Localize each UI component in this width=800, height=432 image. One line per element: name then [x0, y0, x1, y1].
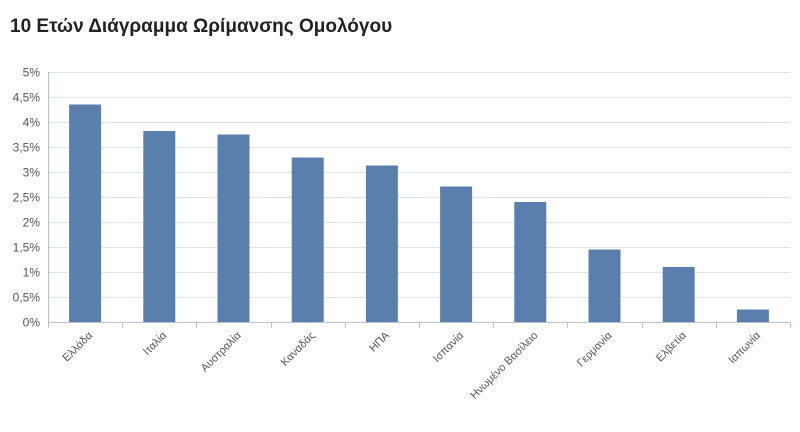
y-tick-label: 1% [23, 266, 41, 280]
bar [143, 131, 176, 322]
x-tick-label: Ισπανία [431, 329, 467, 365]
bar [291, 157, 324, 322]
x-tick-label: Ιαπωνία [726, 329, 763, 366]
y-tick-label: 0,5% [13, 291, 41, 305]
x-tick-label: Ελβετία [654, 329, 689, 364]
y-tick-labels: 0% 0,5% 1% 1,5% 2% 2,5% 3% 3,5% 4% 4,5% 5% [13, 66, 41, 330]
x-tick-labels: Ελλάδα Ιταλία Αυστραλία Καναδάς ΗΠΑ Ισπανία Ην… [61, 329, 764, 401]
bar [69, 104, 102, 322]
bar [440, 186, 473, 322]
axes [48, 72, 791, 328]
y-tick-label: 5% [23, 66, 41, 80]
chart-title: 10 Ετών Διάγραμμα Ωρίμανσης Ομολόγου [10, 16, 393, 37]
y-tick-label: 3% [23, 166, 41, 180]
y-tick-label: 4,5% [13, 91, 41, 105]
y-tick-label: 0% [23, 316, 41, 330]
y-tick-label: 2,5% [13, 191, 41, 205]
y-tick-label: 4% [23, 116, 41, 130]
x-tick-label: ΗΠΑ [367, 329, 392, 354]
grid-lines [48, 72, 790, 298]
x-tick-label: Ιταλία [141, 329, 170, 358]
x-tick-label: Ηνωμένο Βασίλειο [468, 330, 540, 402]
bar [662, 267, 695, 322]
bar [588, 249, 621, 322]
y-tick-label: 1,5% [13, 241, 41, 255]
bar [365, 165, 398, 322]
y-tick-label: 3,5% [13, 141, 41, 155]
x-tick-label: Γερμανία [575, 329, 615, 369]
x-tick-label: Ελλάδα [61, 329, 96, 364]
bars [69, 104, 769, 322]
bar [514, 202, 547, 322]
x-tick-label: Αυστραλία [199, 329, 244, 374]
bar [217, 134, 250, 322]
x-tick-label: Καναδάς [279, 330, 318, 369]
y-tick-label: 2% [23, 216, 41, 230]
bar [736, 309, 769, 322]
